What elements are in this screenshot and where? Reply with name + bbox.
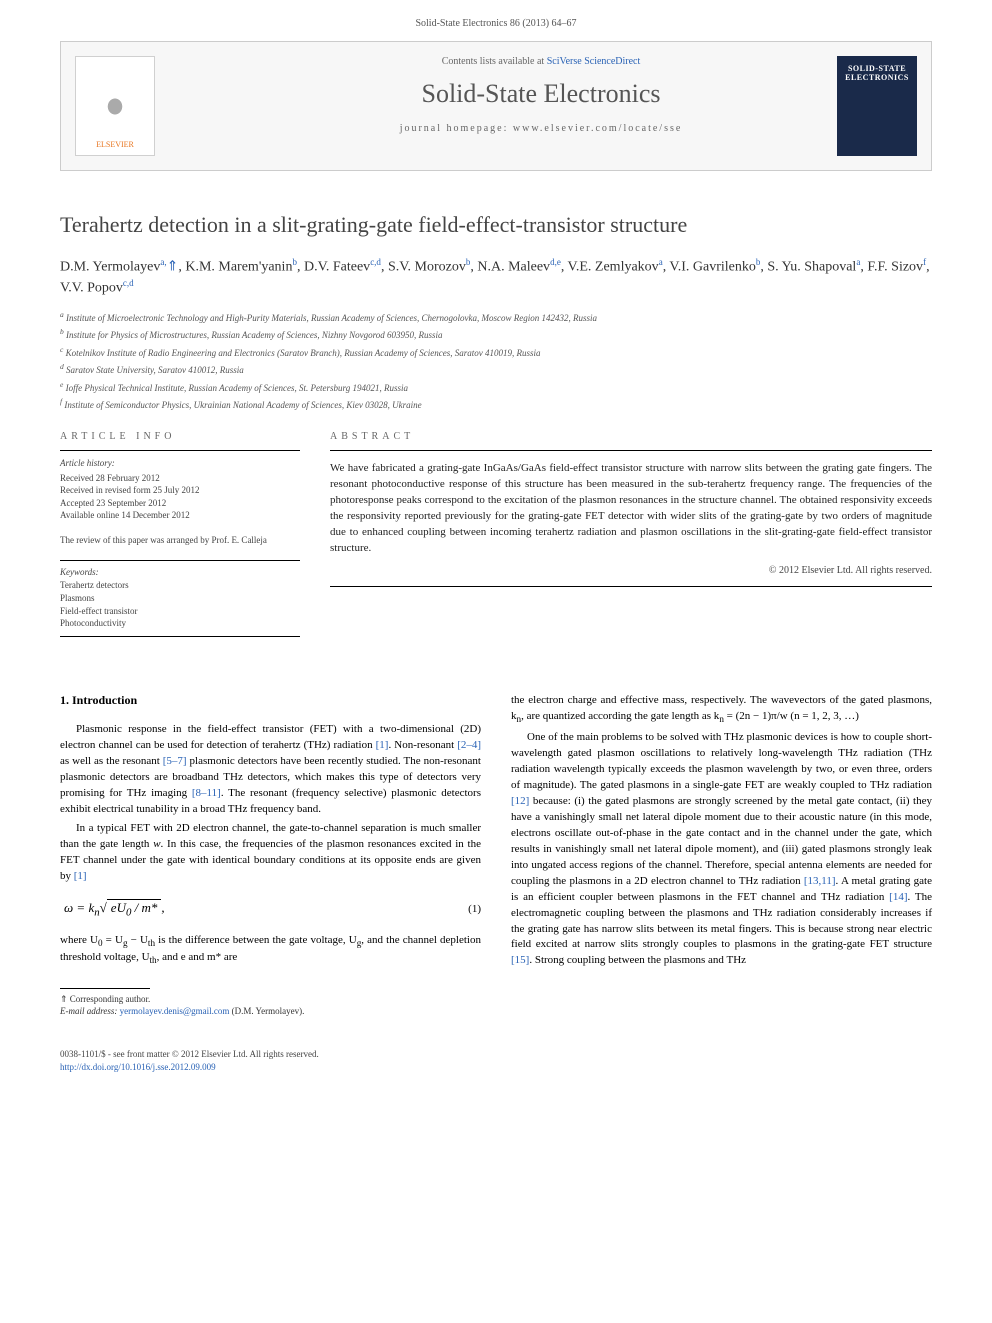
equation-number: (1) [468,903,481,915]
article-title: Terahertz detection in a slit-grating-ga… [60,211,932,240]
abstract-label: ABSTRACT [330,431,932,442]
equation: ω = kn√eU0 / m*, [60,899,165,919]
email-author: (D.M. Yermolayev). [232,1006,305,1016]
section-heading: 1. Introduction [60,693,481,708]
authors-line: D.M. Yermolayeva,⇑, K.M. Marem'yaninb, D… [60,256,932,299]
body-paragraph: In a typical FET with 2D electron channe… [60,821,481,885]
affiliations: a Institute of Microelectronic Technolog… [60,309,932,413]
abstract-column: ABSTRACT We have fabricated a grating-ga… [330,431,932,643]
history-line: Accepted 23 September 2012 [60,497,300,510]
corresponding-author-label: ⇑ Corresponding author. [60,993,481,1006]
review-note: The review of this paper was arranged by… [60,534,300,547]
history-line: Available online 14 December 2012 [60,509,300,522]
body-paragraph: where U0 = Ug − Uth is the difference be… [60,933,481,968]
running-header: Solid-State Electronics 86 (2013) 64–67 [0,0,992,41]
footnote: ⇑ Corresponding author. E-mail address: … [60,993,481,1018]
contents-lists: Contents lists available at SciVerse Sci… [171,56,911,67]
body-paragraph: the electron charge and effective mass, … [511,693,932,726]
body-column-right: the electron charge and effective mass, … [511,693,932,1018]
affiliation-line: e Ioffe Physical Technical Institute, Ru… [60,379,932,396]
keyword: Field-effect transistor [60,605,300,618]
keywords-label: Keywords: [60,567,300,577]
body-column-left: 1. Introduction Plasmonic response in th… [60,693,481,1018]
journal-ref: Solid-State Electronics 86 (2013) 64–67 [415,18,576,29]
footer-front-matter: 0038-1101/$ - see front matter © 2012 El… [60,1048,932,1061]
article-info-column: ARTICLE INFO Article history: Received 2… [60,431,300,643]
equation-row: ω = kn√eU0 / m*, (1) [60,899,481,919]
corresponding-email[interactable]: yermolayev.denis@gmail.com [120,1006,230,1016]
history-line: Received 28 February 2012 [60,472,300,485]
elsevier-logo[interactable]: ELSEVIER [75,56,155,156]
keyword: Photoconductivity [60,617,300,630]
history-line: Received in revised form 25 July 2012 [60,484,300,497]
affiliation-line: f Institute of Semiconductor Physics, Uk… [60,396,932,413]
affiliation-line: a Institute of Microelectronic Technolog… [60,309,932,326]
keyword: Plasmons [60,592,300,605]
email-label: E-mail address: [60,1006,117,1016]
publisher-logo-text: ELSEVIER [96,140,134,149]
body-paragraph: Plasmonic response in the field-effect t… [60,722,481,818]
journal-cover-title: SOLID-STATE ELECTRONICS [841,64,913,82]
sciencedirect-link[interactable]: SciVerse ScienceDirect [547,56,641,67]
journal-banner: ELSEVIER Contents lists available at Sci… [60,41,932,171]
footer: 0038-1101/$ - see front matter © 2012 El… [60,1048,932,1073]
keyword: Terahertz detectors [60,579,300,592]
body-paragraph: One of the main problems to be solved wi… [511,730,932,969]
journal-cover[interactable]: SOLID-STATE ELECTRONICS [837,56,917,156]
body-columns: 1. Introduction Plasmonic response in th… [60,693,932,1018]
doi-link[interactable]: http://dx.doi.org/10.1016/j.sse.2012.09.… [60,1062,216,1072]
abstract-copyright: © 2012 Elsevier Ltd. All rights reserved… [330,565,932,576]
journal-homepage[interactable]: journal homepage: www.elsevier.com/locat… [171,123,911,134]
article-info-label: ARTICLE INFO [60,431,300,442]
journal-name: Solid-State Electronics [171,79,911,109]
affiliation-line: d Saratov State University, Saratov 4100… [60,361,932,378]
elsevier-tree-icon [90,79,140,134]
abstract-text: We have fabricated a grating-gate InGaAs… [330,461,932,557]
affiliation-line: c Kotelnikov Institute of Radio Engineer… [60,344,932,361]
affiliation-line: b Institute for Physics of Microstructur… [60,326,932,343]
history-label: Article history: [60,457,300,470]
